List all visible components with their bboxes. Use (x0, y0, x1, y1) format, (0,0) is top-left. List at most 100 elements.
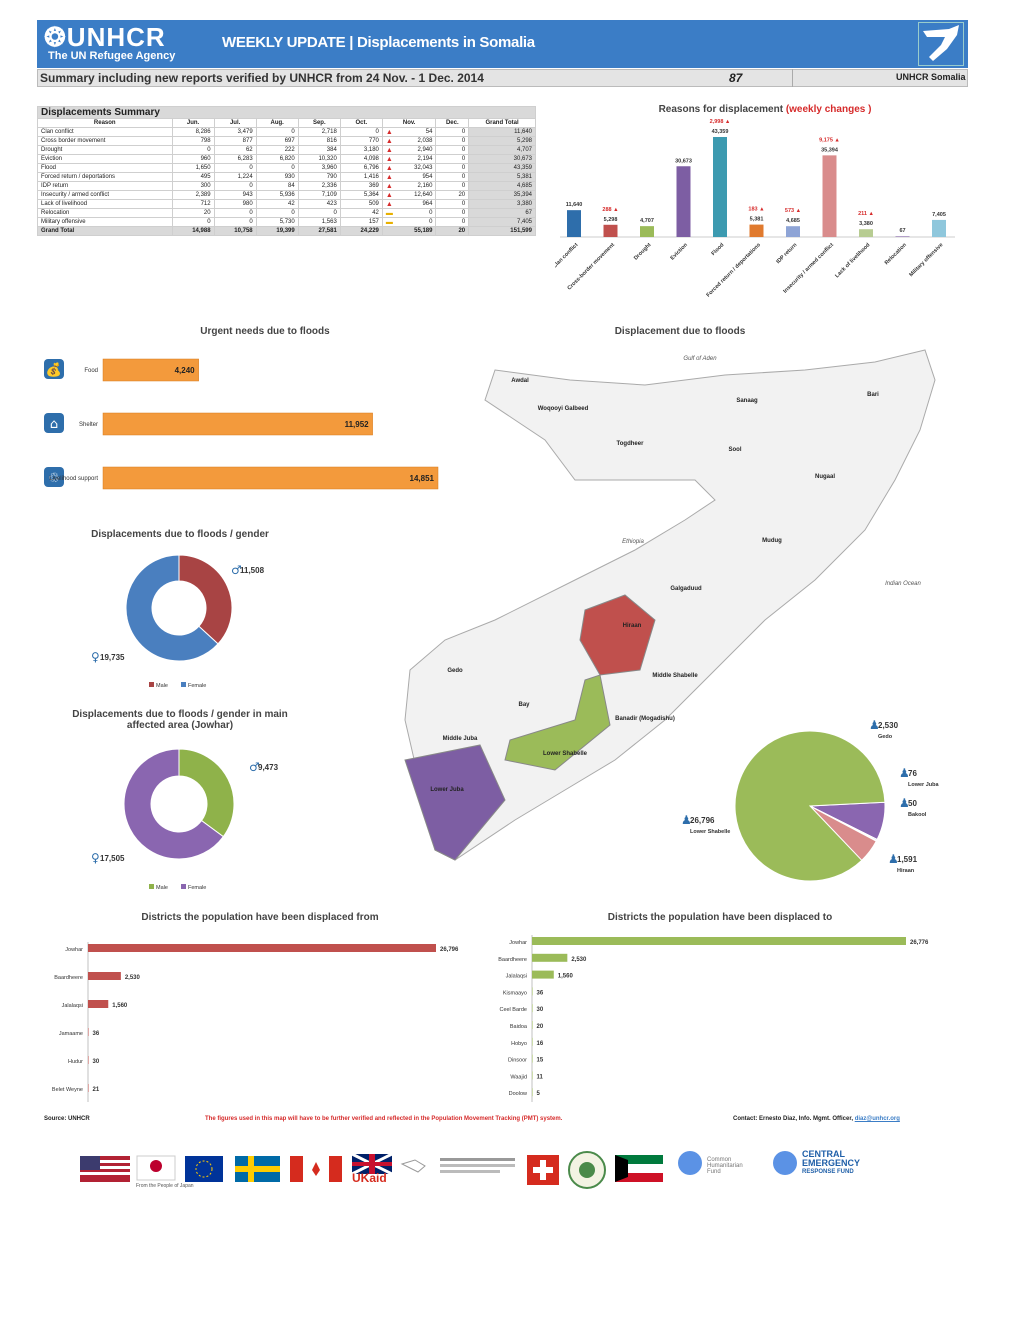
table-cell: 43,359 (468, 163, 536, 173)
category-label: Flood (711, 242, 726, 257)
weekly-change-label: 2,998 ▲ (710, 119, 731, 125)
district-bar (532, 1071, 533, 1080)
district-label: Kismaayo (503, 990, 527, 996)
needs-bar-chart: 💰 Food 4,240 ⌂ Shelter 11,952 ♲Livelihood supp… (44, 358, 439, 490)
need-bar (102, 466, 439, 490)
district-value: 30 (93, 1059, 100, 1065)
header-bar (37, 20, 968, 68)
need-label: Food (84, 368, 98, 374)
table-caption: Displacements Summary (37, 106, 536, 119)
gender-jowhar-donut: ♂9,473 ♀ 17,505 Male Female (91, 748, 279, 891)
district-bar (532, 1021, 533, 1029)
table-cell: 3,180 (339, 145, 383, 155)
table-cell: 2,718 (297, 127, 341, 137)
table-cell: 3,380 (468, 199, 536, 209)
legend-swatch (181, 884, 186, 889)
total-cell: 27,581 (297, 226, 341, 236)
sweden-flag-icon (235, 1156, 280, 1182)
bar-value-label: 7,405 (932, 212, 946, 218)
table-cell: 0 (171, 217, 215, 227)
table-cell: ▲ 2,194 (381, 154, 437, 164)
table-cell: 300 (171, 181, 215, 191)
row-reason: Forced return / deportations (37, 172, 173, 182)
table-cell: 0 (213, 217, 257, 227)
table-cell: 1,563 (297, 217, 341, 227)
table-cell: ▲ 2,038 (381, 136, 437, 146)
table-cell: 2,389 (171, 190, 215, 200)
row-reason: Insecurity / armed conflict (37, 190, 173, 200)
female-person-icon: ♀ (91, 650, 100, 664)
column-header: Reason (37, 118, 173, 128)
table-cell: 0 (255, 127, 299, 137)
district-bar (532, 937, 906, 945)
table-cell: 495 (171, 172, 215, 182)
region-pie-label: Lower Juba (908, 782, 940, 788)
table-cell: 384 (297, 145, 341, 155)
bar (749, 224, 764, 237)
map-title: Displacement due to floods (614, 326, 746, 337)
to-districts-title: Districts the population have been displ… (607, 912, 833, 923)
table-cell: 1,224 (213, 172, 257, 182)
need-label: Livelihood support (49, 476, 98, 482)
bar-value-label: 43,359 (712, 129, 729, 135)
category-label: Relocation (884, 242, 909, 267)
region-pie-value: 26,796 (690, 816, 715, 825)
legend-label: Female (188, 683, 206, 689)
table-cell: 42 (255, 199, 299, 209)
total-cell: 19,399 (255, 226, 299, 236)
bar (676, 166, 691, 237)
cerf-line-2: EMERGENCY (802, 1158, 861, 1168)
district-value: 15 (537, 1058, 544, 1064)
table-cell: 0 (435, 172, 470, 182)
contact-email-link[interactable]: diaz@unhcr.org (854, 1116, 900, 1122)
table-cell: 943 (213, 190, 257, 200)
table-cell: 980 (213, 199, 257, 209)
unhcr-logo: ❂UNHCR The UN Refugee Agency (44, 24, 175, 62)
table-cell: ▲ 2,160 (381, 181, 437, 191)
need-bar (102, 412, 373, 436)
livelihood-icon (44, 467, 64, 487)
donut-slice (125, 554, 219, 662)
table-cell: 697 (255, 136, 299, 146)
region-label: Lower Shabelle (543, 751, 588, 757)
region-pie-label: Hiraan (897, 868, 915, 874)
table-cell: 0 (435, 163, 470, 173)
column-header: Grand Total (468, 118, 536, 128)
legend-swatch (149, 682, 154, 687)
to-districts-bar-chart: Jowhar 26,776 Baardheere 2,530 Jalalaqsi 1,56… (498, 935, 929, 1102)
table-cell: 712 (171, 199, 215, 209)
table-cell: 7,405 (468, 217, 536, 227)
ukaid-icon (351, 1152, 393, 1176)
district-bar (532, 1054, 533, 1063)
bar (822, 155, 837, 237)
table-cell: 509 (339, 199, 383, 209)
district-label: Hudur (68, 1059, 83, 1065)
table-cell: 0 (435, 181, 470, 191)
weekly-change-label: 183 ▲ (748, 207, 764, 213)
bar-value-label: 30,673 (675, 158, 692, 164)
district-value: 36 (537, 990, 544, 996)
needs-title: Urgent needs due to floods (200, 326, 330, 337)
row-reason: Lack of livelihood (37, 199, 173, 209)
table-cell: 30,673 (468, 154, 536, 164)
row-reason: Relocation (37, 208, 173, 218)
female-person-icon: ♀ (91, 851, 100, 865)
row-reason: Clan conflict (37, 127, 173, 137)
increase-arrow-icon: ▲ (385, 146, 393, 154)
category-label: Eviction (670, 242, 690, 262)
table-cell: 62 (213, 145, 257, 155)
table-cell: 20 (435, 190, 470, 200)
increase-arrow-icon: ▲ (385, 200, 393, 208)
district-bar (88, 972, 121, 980)
donut-slice (178, 748, 235, 838)
region-label: Sool (729, 447, 742, 453)
table-cell: 790 (297, 172, 341, 182)
table-cell: 1,650 (171, 163, 215, 173)
legend-label: Male (156, 683, 168, 689)
canada-flag-icon (290, 1156, 342, 1182)
shelter-icon (44, 413, 64, 433)
logo-subtitle: The UN Refugee Agency (48, 50, 176, 62)
district-value: 2,530 (571, 957, 587, 963)
increase-arrow-icon: ▲ (385, 128, 393, 136)
table-cell: 0 (297, 208, 341, 218)
